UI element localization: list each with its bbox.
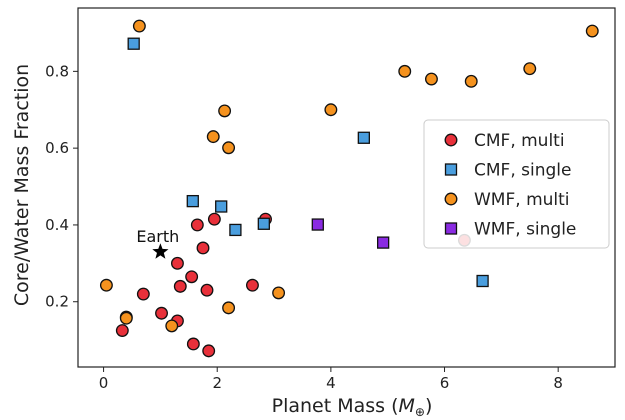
legend-entry: CMF, single (444, 161, 571, 181)
legend-label: WMF, multi (474, 190, 570, 210)
data-point (272, 286, 286, 300)
data-point (222, 301, 236, 315)
series-wmf-single (311, 218, 390, 249)
legend-entry: CMF, multi (444, 131, 565, 151)
data-point (207, 212, 221, 226)
data-point (222, 141, 236, 155)
data-point (206, 130, 220, 144)
data-point (523, 62, 537, 76)
data-point (257, 217, 270, 230)
legend-label: CMF, multi (474, 131, 565, 151)
x-tick-label: 0 (99, 374, 109, 392)
data-point (186, 337, 200, 351)
legend-label: WMF, single (474, 220, 576, 240)
x-axis-label: Planet Mass (M⊕) (272, 395, 433, 419)
data-point (425, 72, 438, 86)
plot-area (77, 7, 616, 368)
data-point (99, 278, 113, 292)
earth-label: Earth (136, 227, 179, 246)
data-point (170, 256, 184, 270)
x-tick-label: 4 (326, 374, 336, 392)
data-points (99, 19, 599, 358)
x-tick-label: 2 (212, 374, 222, 392)
data-point (215, 200, 228, 213)
data-point (202, 344, 216, 358)
data-point (165, 319, 179, 333)
data-point (229, 223, 242, 237)
y-tick-label: 0.2 (45, 293, 69, 311)
data-point (155, 306, 168, 320)
data-point (218, 104, 232, 118)
data-point (132, 19, 146, 33)
data-point (196, 241, 210, 255)
legend-marker (444, 192, 458, 206)
data-point (585, 24, 599, 38)
data-point (357, 131, 370, 144)
data-point (398, 64, 412, 78)
legend-label: CMF, single (474, 161, 571, 181)
data-point (186, 194, 199, 208)
y-tick-label: 0.4 (45, 216, 69, 234)
legend-entry: WMF, multi (444, 190, 570, 210)
data-point (200, 283, 214, 297)
plot-frame (77, 7, 616, 368)
data-point (173, 279, 187, 293)
y-axis-label: Core/Water Mass Fraction (11, 64, 33, 306)
x-axis: 0 2 4 6 8 (99, 367, 563, 392)
data-point (464, 74, 478, 88)
data-point (311, 218, 324, 231)
data-point (136, 287, 150, 301)
legend-marker (444, 222, 458, 235)
legend-entry: WMF, single (444, 220, 576, 240)
data-point (185, 270, 199, 284)
data-point (190, 218, 204, 232)
y-tick-label: 0.6 (45, 139, 69, 157)
data-point (115, 324, 129, 337)
x-tick-label: 6 (440, 374, 450, 392)
series-cmf-single (127, 37, 489, 288)
legend-box (423, 119, 610, 249)
data-point (324, 103, 338, 117)
x-tick-label: 8 (553, 374, 563, 392)
series-wmf-multi (99, 19, 599, 333)
data-point (246, 278, 259, 292)
data-point (127, 37, 140, 50)
data-point (377, 236, 390, 249)
earth-star-marker (152, 243, 169, 259)
data-point (476, 274, 489, 288)
legend: CMF, multi CMF, single WMF, multi WMF, sing… (423, 119, 610, 249)
y-tick-label: 0.8 (45, 62, 69, 80)
legend-marker (444, 133, 458, 147)
annotations: Earth (136, 227, 179, 259)
data-point (119, 311, 133, 325)
legend-marker (444, 163, 458, 176)
y-axis: 0.2 0.4 0.6 0.8 (45, 62, 78, 311)
